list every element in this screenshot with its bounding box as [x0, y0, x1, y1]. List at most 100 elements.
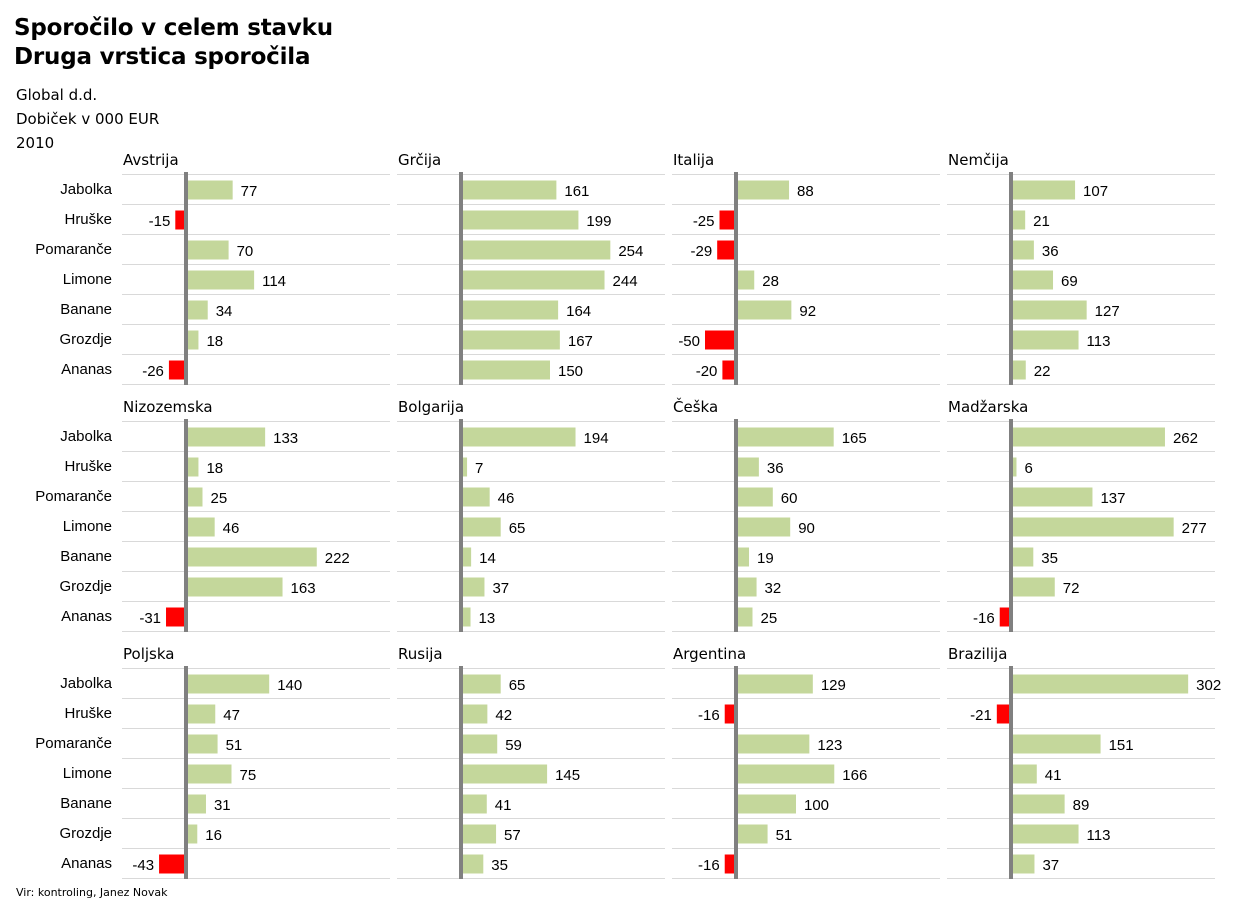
data-label: 21 [1033, 213, 1050, 230]
bar-positive [1013, 824, 1079, 844]
data-label: 151 [1109, 737, 1134, 754]
panel-title: Argentina [673, 645, 746, 663]
bar-positive [1013, 270, 1054, 290]
data-label: -16 [698, 707, 720, 724]
zero-axis [459, 172, 463, 385]
data-label: -31 [139, 610, 161, 627]
bar-positive [738, 674, 813, 694]
data-label: -21 [970, 707, 992, 724]
category-label: Ananas [61, 855, 112, 872]
panel-poljska: Poljska Jabolka Hruške Pomaranče Limone Banan… [35, 645, 390, 879]
zero-axis [459, 666, 463, 879]
data-label: 69 [1061, 273, 1078, 290]
bar-negative [999, 607, 1009, 627]
panel-title: Češka [673, 397, 718, 416]
data-label: 6 [1024, 460, 1032, 477]
bar-positive [188, 180, 233, 200]
category-label: Banane [60, 548, 112, 565]
data-label: 36 [1042, 243, 1059, 260]
zero-axis [184, 666, 188, 879]
bar-positive [463, 487, 490, 507]
data-label: 92 [799, 303, 816, 320]
zero-axis [734, 419, 738, 632]
category-label: Pomaranče [35, 488, 112, 505]
data-label: 41 [1045, 767, 1062, 784]
data-label: 127 [1095, 303, 1120, 320]
data-label: 65 [509, 677, 526, 694]
panel-title: Rusija [398, 645, 443, 663]
data-label: 37 [1042, 857, 1059, 874]
bar-positive [738, 487, 773, 507]
bar-positive [463, 764, 548, 784]
category-label: Grozdje [59, 825, 112, 842]
bar-positive [463, 517, 501, 537]
data-label: 113 [1087, 827, 1111, 844]
data-label: 14 [479, 550, 496, 567]
data-label: 32 [765, 580, 782, 597]
panel-title: Madžarska [948, 398, 1028, 416]
data-label: 51 [776, 827, 793, 844]
bar-positive [188, 300, 208, 320]
data-label: 13 [479, 610, 496, 627]
data-label: 277 [1182, 520, 1207, 537]
data-label: 46 [223, 520, 240, 537]
company-name: Global d.d. [16, 86, 98, 104]
bar-positive [738, 180, 790, 200]
data-label: 31 [214, 797, 231, 814]
data-label: 129 [821, 677, 846, 694]
bar-positive [463, 270, 605, 290]
zero-axis [1009, 666, 1013, 879]
category-label: Grozdje [59, 578, 112, 595]
category-label: Jabolka [60, 428, 112, 445]
data-label: 35 [1041, 550, 1058, 567]
data-label: 167 [568, 333, 593, 350]
data-label: 163 [291, 580, 316, 597]
data-label: 57 [504, 827, 521, 844]
bar-negative [719, 210, 734, 230]
title-line-1: Sporočilo v celem stavku [14, 15, 333, 41]
bar-negative [996, 704, 1009, 724]
bar-positive [463, 240, 611, 260]
data-label: 41 [495, 797, 512, 814]
data-label: 18 [206, 460, 223, 477]
bar-positive [1013, 210, 1026, 230]
panel-title: Poljska [123, 645, 174, 663]
data-label: 88 [797, 183, 814, 200]
bar-positive [738, 270, 755, 290]
bar-positive [463, 674, 501, 694]
data-label: 140 [277, 677, 302, 694]
data-label: -50 [678, 333, 700, 350]
bar-negative [705, 330, 734, 350]
zero-axis [734, 172, 738, 385]
data-label: 25 [211, 490, 228, 507]
data-label: 60 [781, 490, 798, 507]
bar-positive [738, 824, 768, 844]
bar-negative [175, 210, 184, 230]
data-label: -20 [696, 363, 718, 380]
title-line-2: Druga vrstica sporočila [14, 44, 311, 70]
bar-positive [188, 577, 283, 597]
bar-positive [1013, 794, 1065, 814]
bar-positive [463, 180, 557, 200]
data-label: 46 [498, 490, 515, 507]
bar-positive [188, 764, 232, 784]
data-label: 65 [509, 520, 526, 537]
bar-positive [1013, 300, 1087, 320]
bar-positive [463, 794, 487, 814]
data-label: 89 [1073, 797, 1090, 814]
bar-positive [188, 457, 199, 477]
bar-negative [168, 360, 184, 380]
year-label: 2010 [16, 134, 55, 152]
data-label: 28 [762, 273, 779, 290]
category-label: Grozdje [59, 331, 112, 348]
bar-positive [1013, 427, 1165, 447]
panel-avstrija: Avstrija Jabolka Hruške Pomaranče Limone Bana… [35, 151, 390, 385]
panel-rusija: Rusija 65 42 59 145 41 57 35 [397, 645, 665, 879]
zero-axis [734, 666, 738, 879]
bar-positive [738, 607, 753, 627]
data-label: 123 [817, 737, 842, 754]
bar-positive [738, 577, 757, 597]
